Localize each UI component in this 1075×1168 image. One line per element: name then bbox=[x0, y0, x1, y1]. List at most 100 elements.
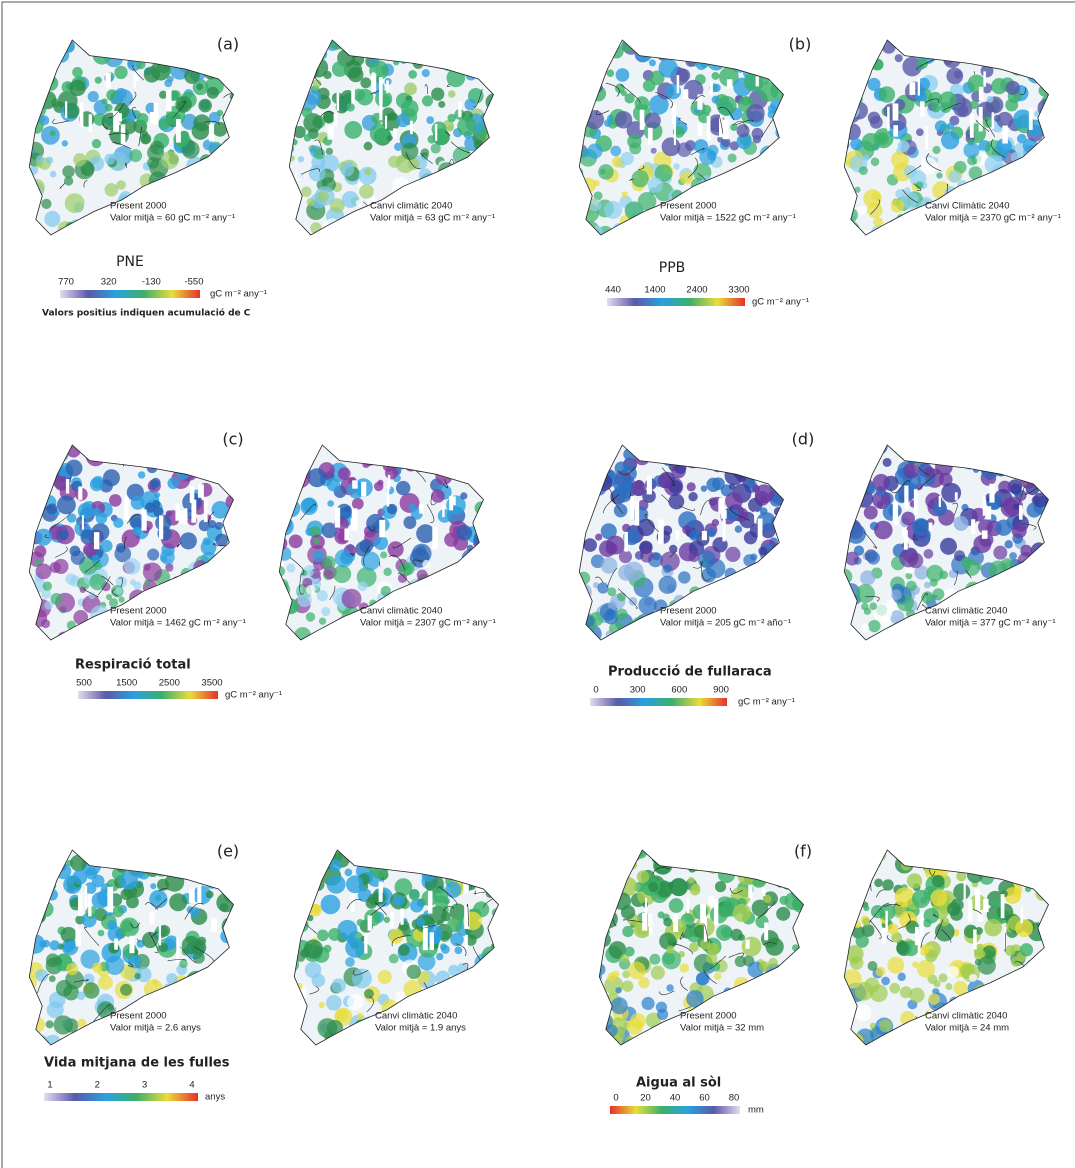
map-patch bbox=[227, 869, 247, 889]
map-patch bbox=[319, 1002, 325, 1008]
map-patch bbox=[585, 61, 604, 80]
map-patch bbox=[1030, 179, 1050, 199]
map-patch bbox=[404, 83, 417, 96]
map-patch bbox=[216, 1032, 232, 1048]
map-patch bbox=[699, 630, 717, 648]
map-patch bbox=[750, 870, 757, 877]
map-patch bbox=[936, 172, 942, 178]
map-patch bbox=[482, 139, 494, 151]
map-mean: Valor mitjà = 2307 gC m⁻² any⁻¹ bbox=[360, 618, 496, 629]
map-patch bbox=[182, 599, 189, 606]
map-patch bbox=[185, 459, 192, 466]
map-gap bbox=[107, 887, 113, 913]
map-gap bbox=[920, 912, 923, 936]
map-patch bbox=[364, 909, 381, 926]
map-patch bbox=[215, 988, 235, 1008]
map-gap bbox=[904, 530, 908, 550]
map-patch bbox=[29, 179, 45, 195]
map-patch bbox=[669, 898, 684, 913]
map-patch bbox=[469, 196, 477, 204]
map-patch bbox=[387, 135, 393, 141]
map-gap bbox=[700, 903, 706, 923]
map-patch bbox=[955, 439, 969, 453]
map-patch bbox=[408, 579, 425, 596]
map-patch bbox=[50, 593, 62, 605]
colorbar-tick-label: 2500 bbox=[159, 678, 180, 689]
county-border bbox=[453, 189, 461, 190]
map-patch bbox=[300, 868, 307, 875]
map-patch bbox=[294, 1030, 302, 1038]
map-patch bbox=[282, 455, 301, 474]
map-patch bbox=[581, 475, 588, 482]
map-gap bbox=[124, 497, 128, 520]
map-patch bbox=[153, 36, 167, 50]
map-patch bbox=[1049, 958, 1060, 969]
map-patch bbox=[371, 854, 386, 869]
map-patch bbox=[1026, 460, 1032, 466]
map-patch bbox=[1009, 861, 1025, 877]
map-patch bbox=[969, 48, 977, 56]
map-patch bbox=[725, 492, 743, 510]
map-patch bbox=[1043, 984, 1054, 995]
map-patch bbox=[196, 441, 211, 456]
figure: (a)Present 2000Valor mitjà = 60 gC m⁻² a… bbox=[0, 0, 1075, 1168]
map-patch bbox=[404, 592, 416, 604]
map-patch bbox=[287, 460, 303, 476]
map-patch bbox=[638, 977, 649, 988]
map-patch bbox=[333, 623, 343, 633]
map-patch bbox=[947, 966, 959, 978]
map-patch bbox=[671, 1029, 678, 1036]
map-patch bbox=[654, 856, 672, 874]
map-gap bbox=[198, 484, 204, 497]
map-gap bbox=[344, 529, 349, 541]
map-patch bbox=[625, 947, 635, 957]
map-patch bbox=[758, 44, 769, 55]
map-patch bbox=[613, 38, 620, 45]
map-patch bbox=[457, 1005, 465, 1013]
map-patch bbox=[1016, 162, 1030, 176]
map-patch bbox=[976, 989, 991, 1004]
map-patch bbox=[839, 504, 855, 520]
map-patch bbox=[120, 984, 132, 996]
map-patch bbox=[21, 887, 37, 903]
map-patch bbox=[590, 461, 596, 467]
map-patch bbox=[761, 930, 779, 948]
map-patch bbox=[953, 883, 970, 900]
map-patch bbox=[996, 520, 1012, 536]
map-patch bbox=[149, 890, 167, 908]
map-patch bbox=[1043, 147, 1061, 165]
map-patch bbox=[34, 545, 46, 557]
map-patch bbox=[169, 175, 186, 192]
panel-label: (e) bbox=[217, 842, 239, 861]
map-gap bbox=[78, 894, 83, 916]
map-patch bbox=[631, 170, 648, 187]
map-patch bbox=[226, 63, 241, 78]
map-patch bbox=[1008, 1000, 1022, 1014]
map-patch bbox=[409, 890, 420, 901]
map-patch bbox=[186, 604, 198, 616]
map-patch bbox=[389, 954, 399, 964]
map-patch bbox=[152, 1040, 159, 1047]
map-patch bbox=[473, 186, 480, 193]
map-patch bbox=[781, 542, 795, 556]
colorbar-tick-label: 20 bbox=[640, 1093, 651, 1104]
map-patch bbox=[291, 452, 310, 471]
map-patch bbox=[323, 112, 335, 124]
map-patch bbox=[765, 1006, 782, 1023]
map-patch bbox=[1005, 983, 1017, 995]
map-patch bbox=[771, 81, 791, 101]
map-patch bbox=[172, 179, 179, 186]
map-patch bbox=[211, 1013, 227, 1029]
map-patch bbox=[21, 878, 34, 891]
map-patch bbox=[1046, 44, 1056, 54]
map-patch bbox=[473, 1010, 488, 1025]
map-patch bbox=[968, 221, 987, 240]
map-patch bbox=[1002, 61, 1009, 68]
map-patch bbox=[57, 496, 76, 515]
map-patch bbox=[712, 84, 721, 93]
map-patch bbox=[651, 966, 665, 980]
map-patch bbox=[907, 219, 922, 234]
map-patch bbox=[843, 593, 855, 605]
colorbar-unit: gC m⁻² any⁻¹ bbox=[210, 289, 267, 300]
map-patch bbox=[718, 996, 727, 1005]
